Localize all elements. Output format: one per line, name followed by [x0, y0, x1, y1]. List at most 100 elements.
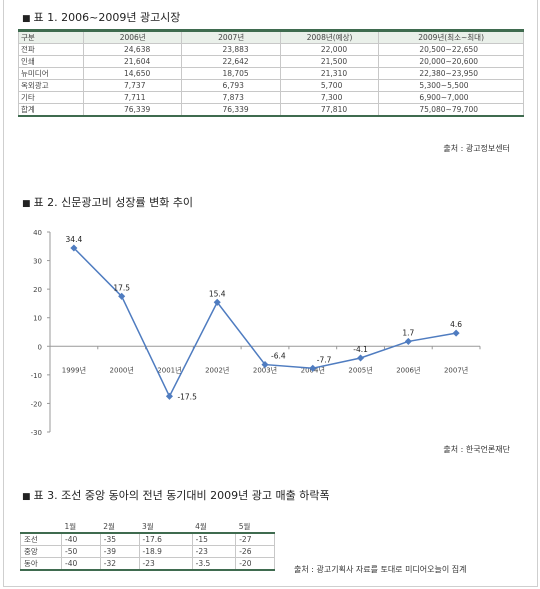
x-tick-label: 2006년 [396, 365, 420, 374]
column-header: 구분 [18, 29, 84, 44]
table-row: 중앙 -50 -39 -18.9 -23 -26 [20, 545, 275, 558]
data-label: 4.6 [450, 320, 462, 329]
table-cell: 22,642 [181, 55, 281, 68]
table-row: 동아 -40 -32 -23 -3.5 -20 [20, 557, 275, 571]
table-cell: 6,793 [181, 79, 281, 92]
chart-title: ■ 표 2. 신문광고비 성장률 변화 추이 [22, 196, 194, 209]
table-row: 옥외광고 7,737 6,793 5,700 5,300~5,500 [18, 79, 524, 92]
data-point [404, 337, 412, 345]
x-tick-label: 1999년 [62, 365, 86, 374]
data-point [452, 329, 460, 337]
data-point [118, 292, 126, 300]
row-label: 동아 [20, 557, 62, 571]
table-cell: 5,700 [279, 79, 380, 92]
table-cell: 7,711 [82, 91, 183, 104]
table3-source: 출처 : 광고기획사 자료를 토대로 미디어오늘이 집계 [294, 565, 467, 574]
table-cell: -23 [191, 545, 237, 558]
y-tick-label: 30 [33, 258, 42, 266]
table-cell: 75,080~79,700 [378, 103, 524, 117]
x-tick-label: 2007년 [444, 365, 468, 374]
table-row: 인쇄 21,604 22,642 21,500 20,000~20,600 [18, 55, 524, 68]
table-cell: 23,883 [181, 43, 281, 56]
table-cell: -27 [235, 532, 275, 546]
table-cell: 76,339 [82, 103, 183, 117]
table-cell: -3.5 [191, 557, 237, 571]
data-label: -6.4 [271, 352, 286, 361]
x-tick-label: 2000년 [110, 365, 134, 374]
table-cell: -39 [99, 545, 140, 558]
x-tick-label: 2002년 [205, 365, 229, 374]
table-cell: -40 [61, 557, 101, 571]
page-border [3, 0, 538, 587]
data-point [165, 392, 173, 400]
table-cell: -23 [138, 557, 193, 571]
table-row: 전파 24,638 23,883 22,000 20,500~22,650 [18, 43, 524, 56]
y-tick-label: -10 [31, 372, 42, 380]
column-header: 2006년 [82, 29, 183, 44]
row-label: 기타 [18, 91, 84, 104]
data-point [70, 244, 78, 252]
table1-source: 출처 : 광고정보센터 [443, 144, 510, 153]
table-cell: -40 [61, 532, 101, 546]
table-cell: -50 [61, 545, 101, 558]
column-header: 2008년(예상) [279, 29, 380, 44]
row-label: 전파 [18, 43, 84, 56]
row-label: 옥외광고 [18, 79, 84, 92]
table1-title: ■ 표 1. 2006~2009년 광고시장 [22, 11, 181, 24]
data-label: -17.5 [177, 392, 197, 401]
column-header: 1월 [61, 521, 101, 534]
table-cell: 14,650 [82, 67, 183, 80]
table-cell: 7,737 [82, 79, 183, 92]
column-header: 5월 [235, 521, 275, 534]
table-row: 합계 76,339 76,339 77,810 75,080~79,700 [18, 103, 524, 117]
table-cell: 76,339 [181, 103, 281, 117]
table-row: 뉴미디어 14,650 18,705 21,310 22,380~23,950 [18, 67, 524, 80]
data-point [357, 354, 365, 362]
row-label: 뉴미디어 [18, 67, 84, 80]
ad-sales-decline-table: 1월 2월 3월 4월 5월 조선 -40 -35 -17.6 -15 -27 중앙 -50-… [20, 521, 275, 571]
table-header-row: 구분 2006년 2007년 2008년(예상) 2009년(최소~최대) [18, 29, 524, 44]
column-header [20, 521, 62, 534]
table-cell: -18.9 [138, 545, 193, 558]
data-label: -7.7 [317, 355, 332, 364]
row-label: 중앙 [20, 545, 62, 558]
table-cell: -35 [99, 532, 140, 546]
x-tick-label: 2003년 [253, 365, 277, 374]
table-cell: -20 [235, 557, 275, 571]
table-cell: -15 [191, 532, 237, 546]
table-cell: 21,604 [82, 55, 183, 68]
data-label: 34.4 [66, 235, 83, 244]
chart-source: 출처 : 한국언론재단 [443, 445, 510, 454]
table-row: 조선 -40 -35 -17.6 -15 -27 [20, 532, 275, 546]
table-cell: 22,000 [279, 43, 380, 56]
y-tick-label: 40 [33, 229, 42, 237]
square-bullet-icon: ■ [22, 199, 31, 209]
row-label: 인쇄 [18, 55, 84, 68]
table-cell: 20,000~20,600 [378, 55, 524, 68]
data-label: 15.4 [209, 289, 226, 298]
data-point [261, 361, 269, 369]
column-header: 2009년(최소~최대) [378, 29, 524, 44]
square-bullet-icon: ■ [22, 14, 31, 24]
growth-rate-line-chart: 40 30 20 10 0 -10 -20 -30 1999년 2000년 2001년 2002년 20… [31, 229, 481, 437]
table-cell: 7,873 [181, 91, 281, 104]
table-cell: -26 [235, 545, 275, 558]
table-row: 기타 7,711 7,873 7,300 6,900~7,000 [18, 91, 524, 104]
data-label: -4.1 [353, 345, 368, 354]
data-label: 17.5 [113, 283, 130, 292]
y-tick-label: 0 [38, 343, 42, 351]
table-cell: 6,900~7,000 [378, 91, 524, 104]
table-cell: 18,705 [181, 67, 281, 80]
table-cell: 21,500 [279, 55, 380, 68]
x-tick-label: 2001년 [157, 365, 181, 374]
data-label: 1.7 [402, 328, 414, 337]
column-header: 3월 [139, 521, 193, 534]
y-tick-label: -20 [31, 400, 42, 408]
table-header-row: 1월 2월 3월 4월 5월 [20, 521, 275, 534]
y-tick-label: 10 [33, 315, 42, 323]
table-cell: 77,810 [279, 103, 380, 117]
column-header: 2007년 [181, 29, 281, 44]
square-bullet-icon: ■ [22, 492, 31, 502]
table-cell: 22,380~23,950 [378, 67, 524, 80]
x-tick-label: 2005년 [348, 365, 372, 374]
